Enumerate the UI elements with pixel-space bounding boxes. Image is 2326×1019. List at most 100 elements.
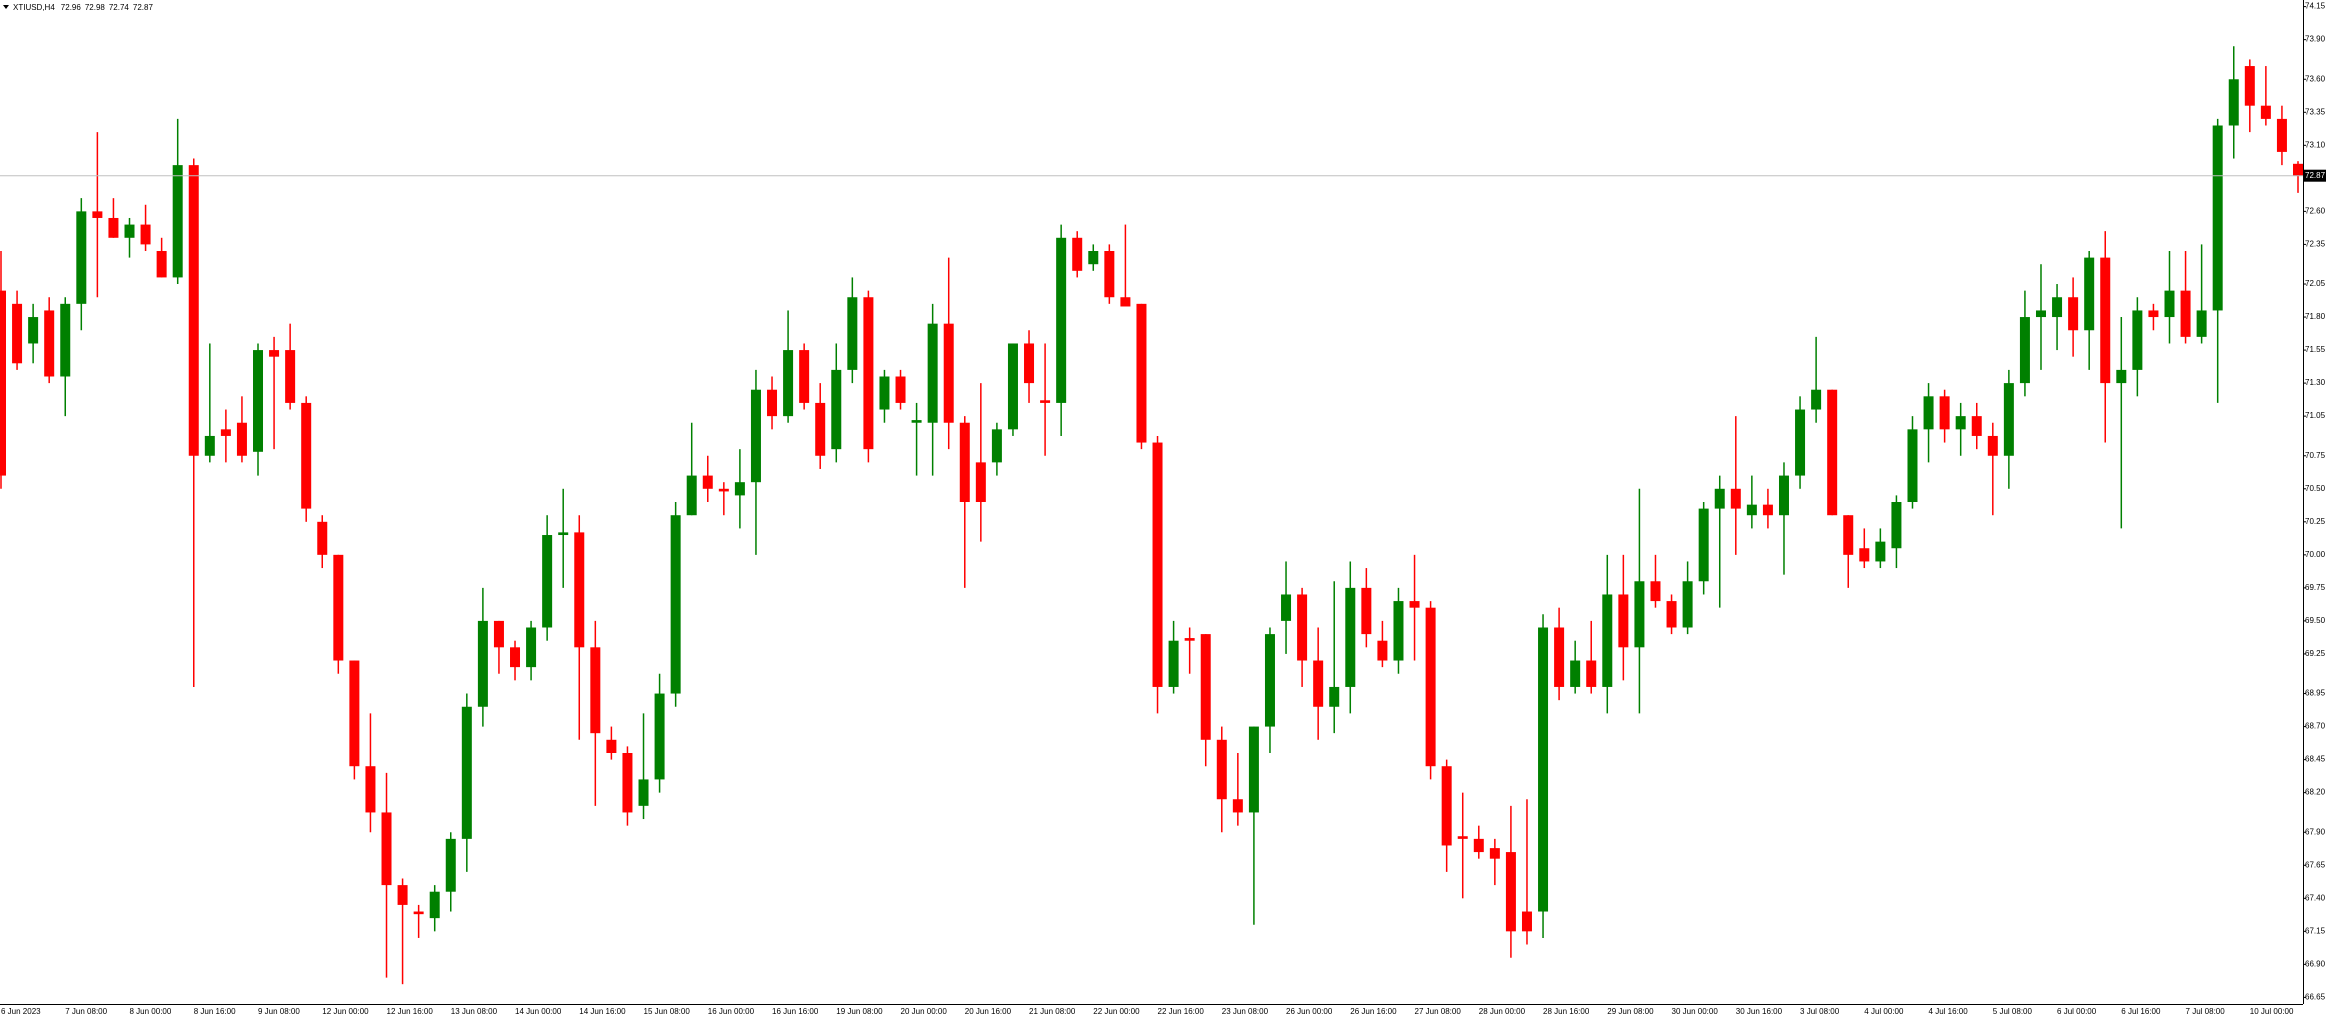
candle-body [975,462,986,502]
candle-body [92,211,103,218]
candle-body [1281,594,1292,621]
candle-body [349,660,360,767]
candle-body [526,627,537,668]
candle-body [1184,638,1195,641]
candle-body [253,350,264,452]
x-tick-label: 9 Jun 08:00 [258,1007,300,1016]
x-tick-label: 16 Jun 00:00 [708,1007,755,1016]
candle-body [638,779,649,806]
candle-body [1827,389,1838,516]
x-tick-label: 10 Jul 00:00 [2250,1007,2294,1016]
y-tick-label: 67.65 [2305,860,2326,869]
y-tick-label: 70.00 [2305,550,2326,559]
candle-body [140,224,151,245]
candle-body [1923,396,1934,430]
candle-body [991,429,1002,463]
candle-body [927,323,938,423]
y-tick-label: 69.75 [2305,583,2326,592]
candle-body [1313,660,1324,707]
x-tick-label: 8 Jun 16:00 [194,1007,236,1016]
candle-body [445,838,456,892]
candle-body [60,303,71,377]
candle-body [654,693,665,780]
candle-body [1795,409,1806,476]
candle-body [1152,442,1163,687]
candle-body [1746,504,1757,516]
y-tick-label: 72.35 [2305,240,2326,249]
candle-body [1859,548,1870,562]
candle-body [863,297,874,450]
y-tick-label: 73.35 [2305,107,2326,116]
x-tick-label: 4 Jul 00:00 [1864,1007,1904,1016]
candle-body [1714,488,1725,509]
candle-body [2164,290,2175,318]
candle-body [2228,79,2239,126]
candle-body [397,885,408,905]
candle-body [220,429,231,436]
candle-body [767,389,778,417]
candle-body [1505,852,1516,932]
y-tick-label: 73.90 [2305,35,2326,44]
y-tick-label: 69.25 [2305,649,2326,658]
candle-body [2212,125,2223,311]
candle-body [301,402,312,509]
candle-body [172,165,183,278]
y-tick-label: 70.25 [2305,517,2326,526]
candle-body [413,911,424,915]
candle-body [1875,541,1886,562]
candle-body [2068,297,2079,331]
candle-body [2260,105,2271,119]
candle-body [236,422,247,456]
candle-body [959,422,970,502]
candle-body [622,753,633,813]
candle-body [1168,640,1179,687]
y-tick-label: 66.90 [2305,959,2326,968]
x-tick-label: 19 Jun 08:00 [836,1007,883,1016]
x-tick-label: 4 Jul 16:00 [1929,1007,1969,1016]
x-tick-label: 28 Jun 00:00 [1479,1007,1526,1016]
collapse-arrow[interactable] [3,5,9,9]
candle-body [2148,310,2159,318]
y-tick-label: 69.50 [2305,616,2326,625]
y-tick-label: 72.60 [2305,206,2326,215]
candle-body [510,647,521,668]
candle-body [44,310,55,377]
current-price-label: 72.87 [2305,171,2326,180]
candle-body [1602,594,1613,687]
header-low: 72.74 [109,3,130,12]
candle-body [1345,587,1356,687]
candle-body [606,739,617,753]
y-tick-label: 68.70 [2305,722,2326,731]
candle-body [1843,515,1854,555]
candle-body [1489,848,1500,859]
candle-body [1232,799,1243,813]
candle-body [317,521,328,555]
candle-body [204,435,215,456]
x-tick-label: 6 Jun 2023 [1,1007,41,1016]
candle-body [333,554,344,661]
candle-body [1891,502,1902,549]
candle-body [1441,766,1452,846]
header-open: 72.96 [61,3,82,12]
candle-body [574,532,585,648]
y-tick-label: 74.15 [2305,2,2326,11]
y-tick-label: 68.45 [2305,755,2326,764]
candle-body [1200,634,1211,740]
candle-body [1666,601,1677,628]
y-tick-label: 67.15 [2305,926,2326,935]
candle-body [1682,581,1693,628]
x-tick-label: 6 Jul 00:00 [2057,1007,2097,1016]
plot-area [0,46,2303,985]
candle-body [1473,838,1484,853]
candle-body [1297,594,1308,661]
candle-body [702,475,713,489]
candle-body [2132,310,2143,370]
candle-body [1377,640,1388,661]
header-close: 72.87 [133,3,154,12]
y-tick-label: 71.30 [2305,378,2326,387]
candle-body [2293,163,2303,176]
candle-body [2180,290,2191,337]
x-tick-label: 26 Jun 16:00 [1350,1007,1397,1016]
